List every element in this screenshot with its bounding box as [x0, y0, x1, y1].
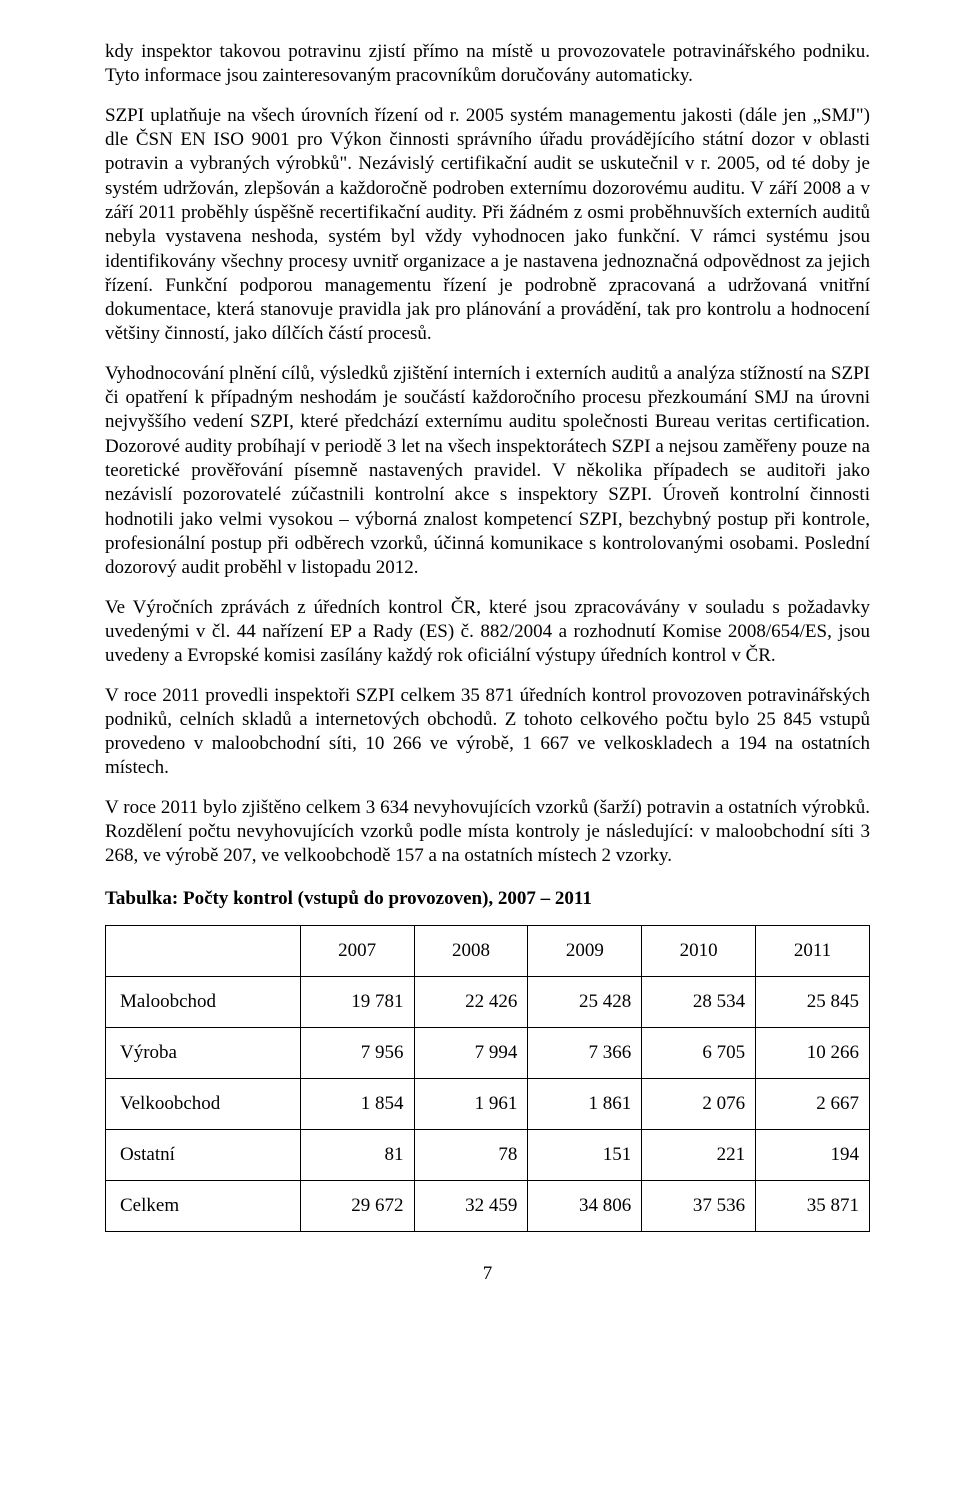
table-cell: 35 871 [756, 1181, 870, 1232]
table-cell: 2 667 [756, 1079, 870, 1130]
table-cell: 7 994 [414, 1028, 528, 1079]
table-row-label: Výroba [106, 1028, 301, 1079]
table-cell: 194 [756, 1130, 870, 1181]
table-title: Tabulka: Počty kontrol (vstupů do provoz… [105, 887, 870, 911]
table-cell: 25 428 [528, 977, 642, 1028]
table-cell: 81 [300, 1130, 414, 1181]
table-cell: 25 845 [756, 977, 870, 1028]
controls-table: 2007 2008 2009 2010 2011 Maloobchod 19 7… [105, 925, 870, 1232]
table-header-cell: 2007 [300, 926, 414, 977]
table-cell: 32 459 [414, 1181, 528, 1232]
table-cell: 19 781 [300, 977, 414, 1028]
table-header-cell: 2008 [414, 926, 528, 977]
table-header-cell: 2009 [528, 926, 642, 977]
table-cell: 1 854 [300, 1079, 414, 1130]
table-cell: 151 [528, 1130, 642, 1181]
table-header-cell: 2011 [756, 926, 870, 977]
table-row-label: Maloobchod [106, 977, 301, 1028]
table-row: Celkem 29 672 32 459 34 806 37 536 35 87… [106, 1181, 870, 1232]
table-row: Výroba 7 956 7 994 7 366 6 705 10 266 [106, 1028, 870, 1079]
table-cell: 6 705 [642, 1028, 756, 1079]
table-cell: 28 534 [642, 977, 756, 1028]
table-row: Ostatní 81 78 151 221 194 [106, 1130, 870, 1181]
body-paragraph: Ve Výročních zprávách z úředních kontrol… [105, 596, 870, 669]
table-row-label: Velkoobchod [106, 1079, 301, 1130]
table-cell: 1 861 [528, 1079, 642, 1130]
table-cell: 78 [414, 1130, 528, 1181]
table-cell: 29 672 [300, 1181, 414, 1232]
body-paragraph: kdy inspektor takovou potravinu zjistí p… [105, 40, 870, 89]
table-cell: 22 426 [414, 977, 528, 1028]
table-cell: 2 076 [642, 1079, 756, 1130]
table-header-cell: 2010 [642, 926, 756, 977]
body-paragraph: V roce 2011 bylo zjištěno celkem 3 634 n… [105, 796, 870, 869]
table-header-row: 2007 2008 2009 2010 2011 [106, 926, 870, 977]
table-cell: 221 [642, 1130, 756, 1181]
table-row: Maloobchod 19 781 22 426 25 428 28 534 2… [106, 977, 870, 1028]
body-paragraph: SZPI uplatňuje na všech úrovních řízení … [105, 104, 870, 347]
table-cell: 34 806 [528, 1181, 642, 1232]
table-cell: 37 536 [642, 1181, 756, 1232]
table-cell: 7 956 [300, 1028, 414, 1079]
table-cell: 1 961 [414, 1079, 528, 1130]
table-row-label: Celkem [106, 1181, 301, 1232]
table-cell: 7 366 [528, 1028, 642, 1079]
body-paragraph: V roce 2011 provedli inspektoři SZPI cel… [105, 684, 870, 781]
page-number: 7 [105, 1262, 870, 1286]
table-row: Velkoobchod 1 854 1 961 1 861 2 076 2 66… [106, 1079, 870, 1130]
table-row-label: Ostatní [106, 1130, 301, 1181]
table-header-blank [106, 926, 301, 977]
body-paragraph: Vyhodnocování plnění cílů, výsledků zjiš… [105, 362, 870, 581]
table-cell: 10 266 [756, 1028, 870, 1079]
